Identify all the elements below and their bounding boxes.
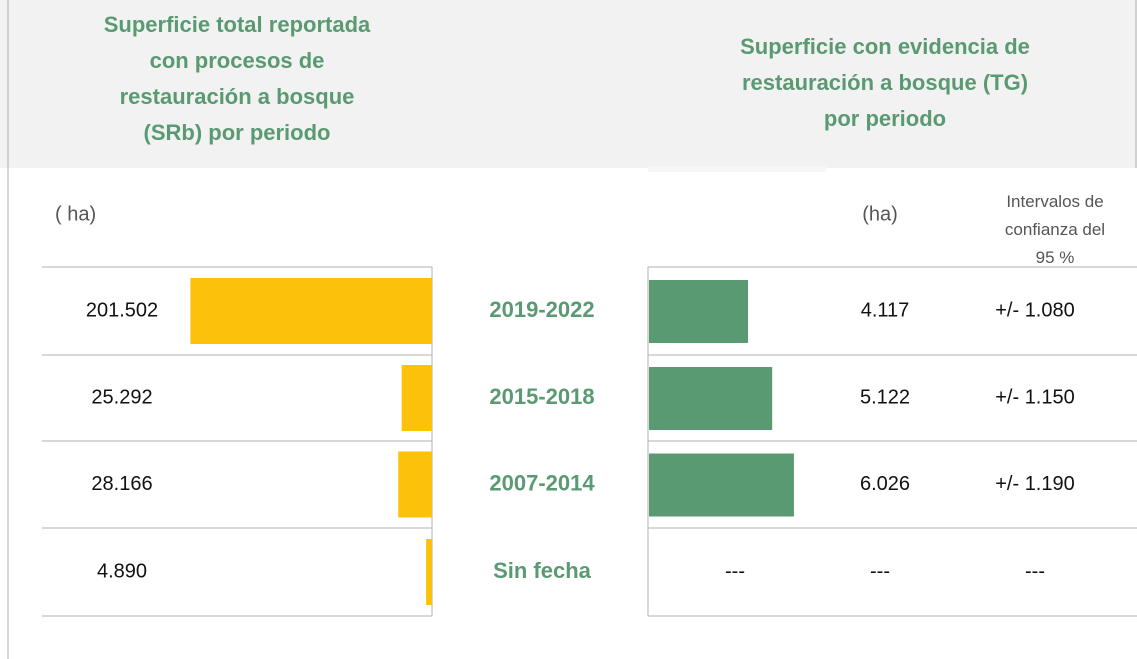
header-notch bbox=[648, 166, 826, 172]
period-label: 2019-2022 bbox=[489, 297, 594, 322]
header-band bbox=[0, 0, 1137, 168]
left-bar bbox=[190, 278, 432, 344]
left-bar bbox=[398, 451, 432, 518]
period-label: 2015-2018 bbox=[489, 384, 594, 409]
ci-value: +/- 1.150 bbox=[995, 386, 1075, 408]
left-bar bbox=[401, 365, 432, 431]
left-value: 28.166 bbox=[91, 473, 152, 495]
left-unit: ( ha) bbox=[55, 203, 96, 225]
ci-value: --- bbox=[1025, 560, 1045, 582]
left-title: Superficie total reportada con procesos d… bbox=[104, 12, 371, 145]
ci-header: Intervalos de confianza del 95 % bbox=[1005, 192, 1105, 267]
right-value: --- bbox=[725, 560, 745, 582]
right-value: 5.122 bbox=[860, 386, 910, 408]
right-title: Superficie con evidencia de restauración … bbox=[740, 34, 1030, 131]
right-value: 4.117 bbox=[861, 299, 910, 321]
right-bar bbox=[649, 453, 794, 517]
right-bar bbox=[649, 367, 773, 430]
left-bar bbox=[426, 539, 432, 605]
period-label: Sin fecha bbox=[493, 558, 592, 583]
period-label: 2007-2014 bbox=[489, 470, 595, 495]
right-bar bbox=[649, 280, 749, 343]
ci-value: +/- 1.190 bbox=[995, 473, 1075, 495]
right-unit: (ha) bbox=[862, 203, 898, 225]
left-value: 4.890 bbox=[97, 560, 147, 582]
ci-value: +/- 1.080 bbox=[995, 299, 1075, 321]
right-value: 6.026 bbox=[860, 473, 910, 495]
right-value-placeholder: --- bbox=[870, 560, 890, 582]
left-value: 201.502 bbox=[86, 299, 158, 321]
left-value: 25.292 bbox=[91, 386, 152, 408]
